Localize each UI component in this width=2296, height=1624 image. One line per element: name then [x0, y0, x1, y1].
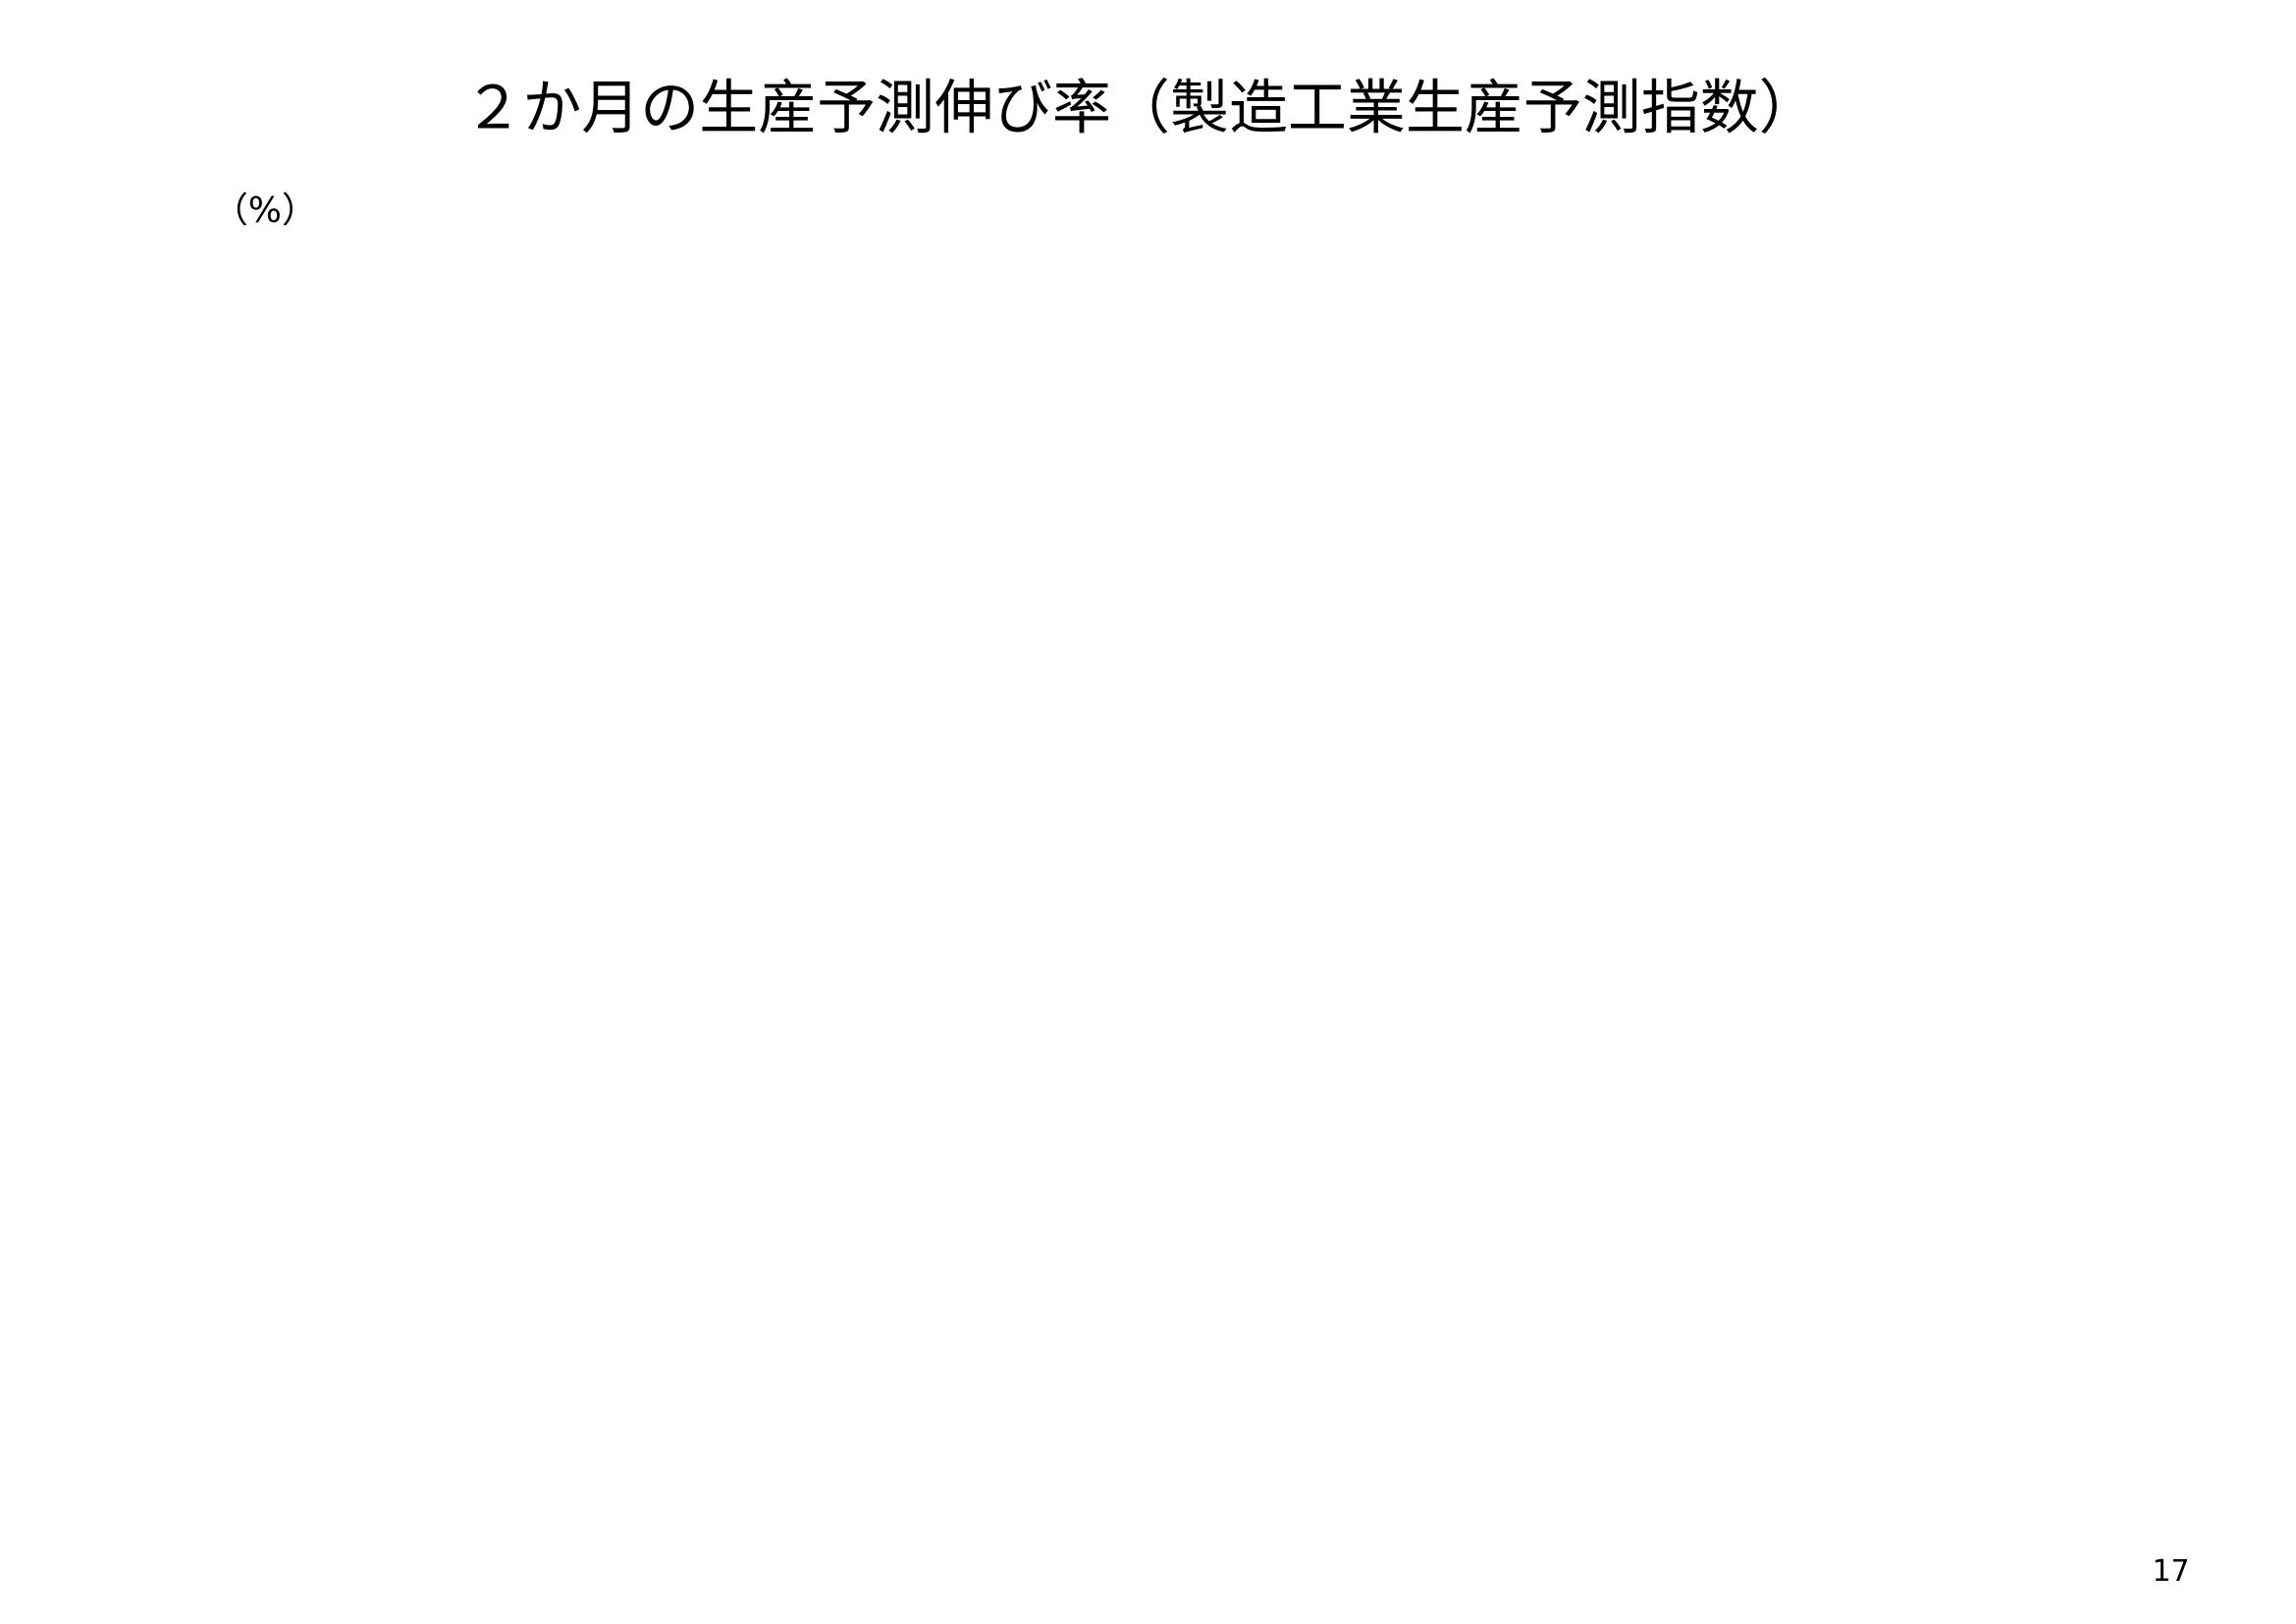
chart-title: ２か月の生産予測伸び率（製造工業生産予測指数） [463, 75, 1817, 143]
page-number: 17 [2152, 1554, 2189, 1589]
y-axis-label: （%） [213, 190, 317, 231]
